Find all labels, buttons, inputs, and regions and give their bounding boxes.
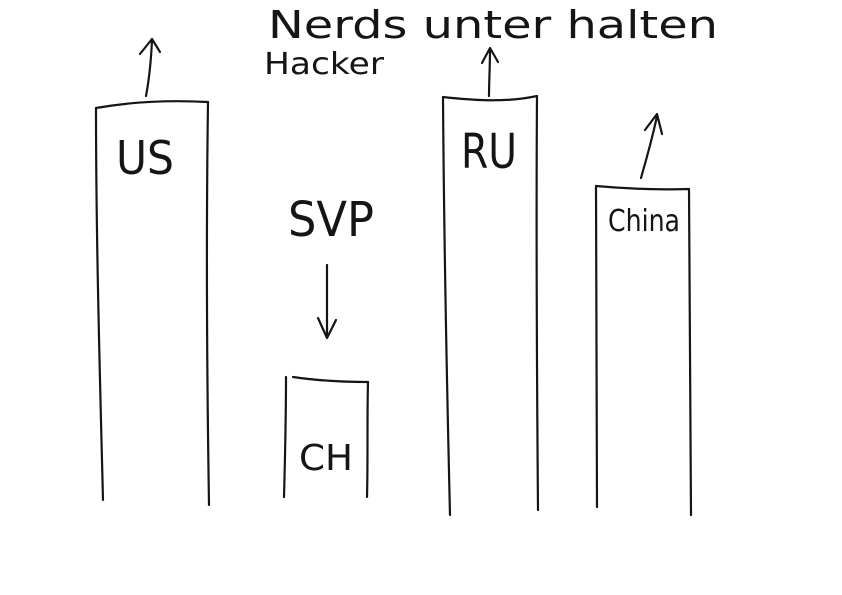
up-arrow-icon — [480, 46, 500, 98]
bar-us: US — [94, 37, 211, 507]
bar-ru: RU — [441, 46, 540, 517]
bar-china: China — [594, 112, 693, 517]
bar-ru-outline — [441, 94, 540, 517]
up-arrow-icon — [639, 112, 664, 180]
annotation-svp: SVP — [288, 192, 374, 248]
bar-ru-label: RU — [461, 124, 517, 180]
bar-ch-label: CH — [299, 438, 353, 479]
bar-china-label: China — [608, 204, 680, 239]
bar-ch: CH — [282, 375, 370, 499]
bar-china-outline — [594, 184, 693, 517]
bar-us-outline — [94, 100, 211, 507]
heading-line-2: Hacker — [264, 47, 385, 82]
down-arrow-icon — [316, 263, 338, 340]
heading-line-1: Nerds unter halten — [268, 3, 718, 47]
bar-us-label: US — [116, 131, 174, 185]
up-arrow-icon — [138, 37, 162, 98]
bar-ch-outline — [282, 375, 370, 499]
